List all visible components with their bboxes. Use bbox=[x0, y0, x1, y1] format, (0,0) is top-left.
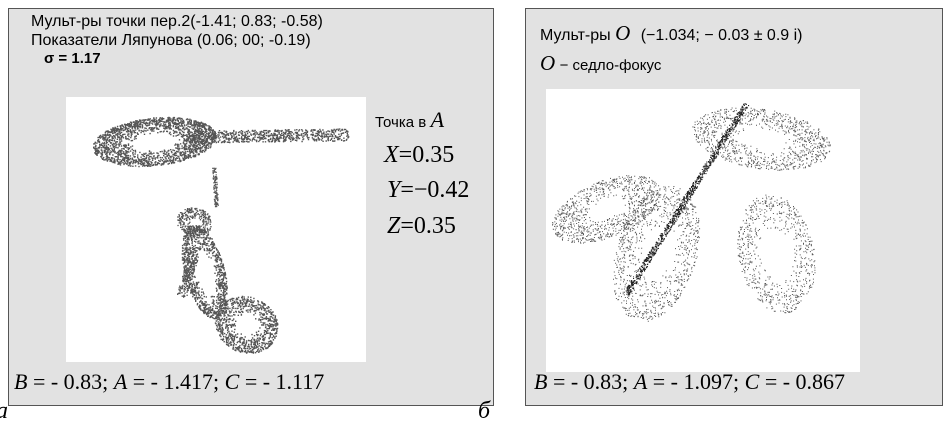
lyapunov-text: Показатели Ляпунова (0.06; 00; -0.19) bbox=[31, 32, 311, 49]
panel-b: Мульт-ры O (−1.034; − 0.03 ± 0.9 i) O − … bbox=[525, 8, 943, 406]
multipliers-text: Мульт-ры точки пер.2(-1.41; 0.83; -0.58) bbox=[31, 13, 323, 30]
attractor-points bbox=[692, 107, 831, 171]
attractor-band bbox=[177, 245, 202, 298]
attractor-points bbox=[613, 186, 701, 322]
point-label: Точка в A bbox=[375, 107, 445, 132]
y-coordinate: Y=−0.42 bbox=[387, 177, 470, 203]
attractor-points bbox=[181, 225, 228, 320]
attractor-plot-b bbox=[546, 89, 860, 372]
caption-b: б bbox=[478, 398, 491, 424]
attractor-band bbox=[212, 167, 219, 208]
attractor-band bbox=[625, 103, 750, 296]
caption-a: а bbox=[0, 398, 8, 425]
attractor-points bbox=[552, 175, 662, 244]
z-coordinate: Z=0.35 bbox=[387, 213, 456, 239]
multipliers-text-b: Мульт-ры O (−1.034; − 0.03 ± 0.9 i) bbox=[540, 21, 803, 45]
attractor-points bbox=[214, 295, 279, 354]
attractor-b-svg bbox=[552, 103, 831, 322]
sigma-text: σ = 1.17 bbox=[44, 50, 101, 67]
parameters-a: B = - 0.83; A = - 1.417; C = - 1.117 bbox=[14, 369, 325, 394]
attractor-plot-a bbox=[66, 97, 366, 362]
attractor-a-svg bbox=[93, 116, 350, 354]
attractor-points bbox=[737, 194, 816, 314]
parameters-b: B = - 0.83; A = - 1.097; C = - 0.867 bbox=[534, 369, 846, 394]
x-coordinate: X=0.35 bbox=[384, 142, 455, 168]
attractor-band bbox=[186, 128, 350, 144]
saddle-focus-text: O − седло-фокус bbox=[540, 51, 662, 75]
panel-a: Мульт-ры точки пер.2(-1.41; 0.83; -0.58)… bbox=[8, 8, 494, 406]
